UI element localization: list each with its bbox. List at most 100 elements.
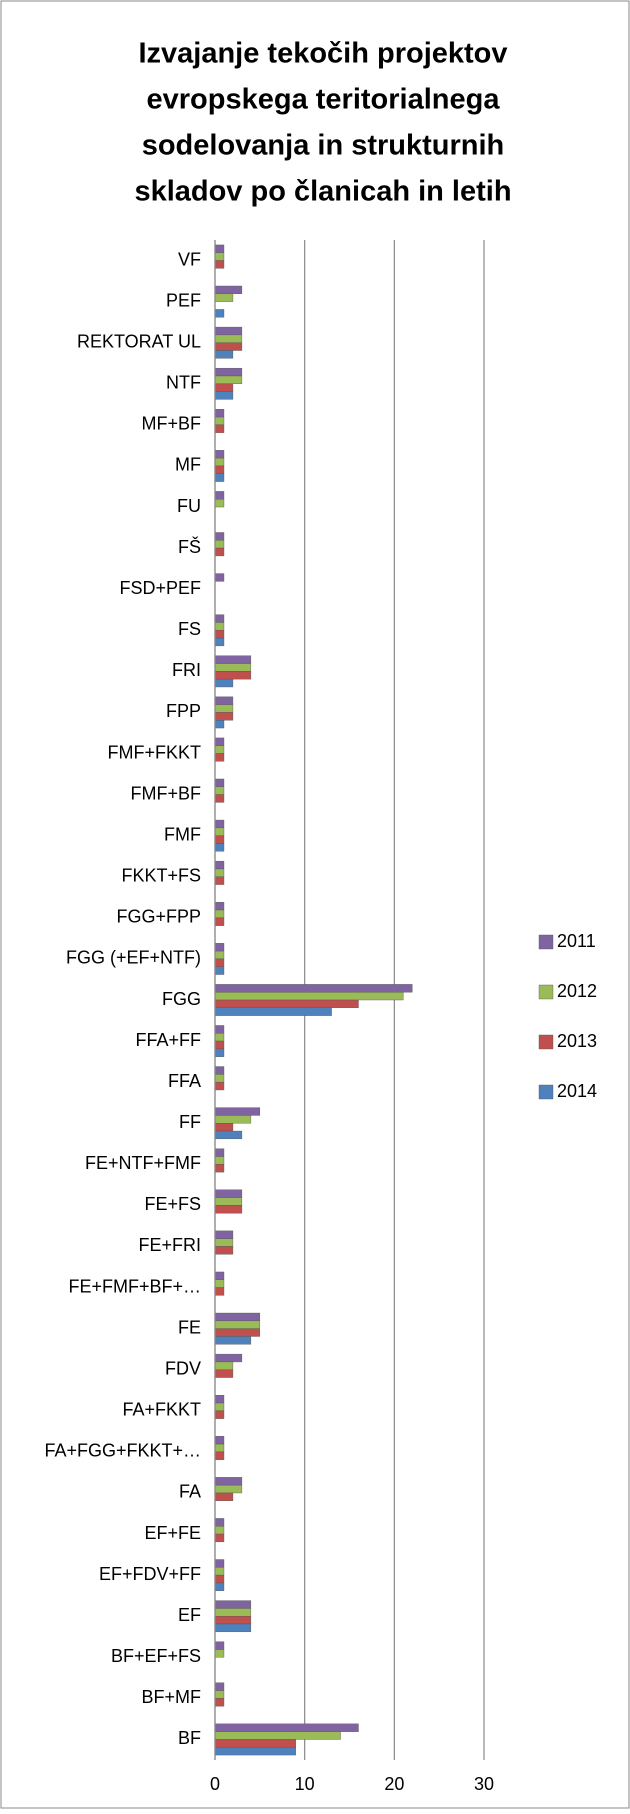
- bar: [214, 1533, 225, 1543]
- bar: [214, 1492, 234, 1501]
- bar: [214, 342, 243, 351]
- bar: [214, 1723, 359, 1732]
- chart-title: evropskega teritorialnega: [147, 84, 501, 116]
- bar: [214, 1353, 243, 1363]
- legend-swatch: [538, 934, 554, 950]
- bar: [214, 1518, 225, 1527]
- bar: [214, 712, 234, 721]
- chart-title: skladov po članicah in letih: [134, 176, 511, 208]
- legend-label: 2012: [557, 981, 597, 1001]
- bar: [214, 678, 234, 688]
- bar: [214, 1033, 225, 1042]
- bar: [214, 1230, 234, 1239]
- bar: [214, 1312, 261, 1322]
- bar: [214, 909, 225, 919]
- y-tick-label: FE+FRI: [138, 1235, 201, 1255]
- y-tick-label: FKKT+FS: [121, 866, 201, 886]
- bar: [214, 293, 234, 302]
- bar: [214, 532, 225, 541]
- bar: [214, 244, 225, 253]
- bar: [214, 1641, 225, 1650]
- y-tick-label: FMF+BF: [131, 783, 202, 803]
- bar: [214, 1526, 225, 1535]
- y-tick-label: BF+MF: [141, 1687, 201, 1707]
- bar: [214, 1148, 225, 1157]
- y-tick-label: FE: [178, 1317, 201, 1337]
- bar: [214, 1608, 252, 1617]
- bar: [214, 1164, 225, 1173]
- y-tick-label: MF: [175, 455, 201, 475]
- bar: [214, 1107, 261, 1116]
- x-tick-label: 20: [384, 1774, 404, 1794]
- bar: [214, 1394, 225, 1404]
- bar: [214, 720, 225, 729]
- bar: [214, 1698, 225, 1707]
- y-tick-label: FE+NTF+FMF: [85, 1153, 201, 1173]
- chart-title: sodelovanja in strukturnih: [142, 130, 505, 162]
- bar: [214, 1369, 234, 1378]
- bar: [214, 1156, 225, 1165]
- bar: [214, 1484, 243, 1494]
- y-tick-label: FS: [178, 619, 201, 639]
- bar: [214, 391, 234, 400]
- bar: [214, 902, 225, 911]
- bar: [214, 819, 225, 829]
- bar: [214, 958, 225, 967]
- bar: [214, 917, 225, 926]
- bar: [214, 753, 225, 762]
- y-tick-label: FFA+FF: [135, 1030, 201, 1050]
- bar: [214, 1130, 243, 1140]
- y-tick-label: FE+FMF+BF+…: [68, 1276, 201, 1296]
- legend-label: 2013: [557, 1031, 597, 1051]
- x-tick-label: 10: [295, 1774, 315, 1794]
- y-tick-label: NTF: [166, 373, 201, 393]
- bar: [214, 450, 225, 459]
- bar: [214, 1477, 243, 1486]
- y-tick-label: REKTORAT UL: [77, 331, 201, 351]
- bar: [214, 1582, 225, 1591]
- bar: [214, 1436, 225, 1445]
- bar: [214, 966, 225, 975]
- bar: [214, 375, 243, 384]
- bar: [214, 1649, 225, 1658]
- bar: [214, 1271, 225, 1280]
- bar: [214, 786, 225, 795]
- bar: [214, 835, 225, 844]
- bar: [214, 1205, 243, 1214]
- bar: [214, 260, 225, 269]
- bar: [214, 1451, 225, 1460]
- bar: [214, 655, 252, 664]
- bar: [214, 547, 225, 557]
- bar: [214, 1682, 225, 1691]
- bar: [214, 1443, 225, 1453]
- y-tick-label: FGG: [162, 989, 201, 1009]
- bar: [214, 1320, 261, 1329]
- y-tick-label: EF: [178, 1605, 201, 1625]
- bar: [214, 614, 225, 623]
- bar: [214, 794, 225, 803]
- bar: [214, 663, 252, 672]
- legend-swatch: [538, 984, 554, 1000]
- y-tick-label: FA: [179, 1482, 201, 1502]
- bar: [214, 1246, 234, 1255]
- bar: [214, 1115, 252, 1124]
- bar: [214, 984, 413, 993]
- bar: [214, 950, 225, 960]
- x-tick-label: 0: [210, 1774, 220, 1794]
- bar: [214, 350, 234, 359]
- bar: [214, 943, 225, 952]
- bar: [214, 991, 404, 1001]
- y-tick-label: FF: [179, 1112, 201, 1132]
- y-tick-label: FA+FGG+FKKT+…: [44, 1441, 201, 1461]
- bar: [214, 696, 234, 705]
- bar: [214, 1040, 225, 1050]
- bar: [214, 1287, 225, 1296]
- bar: [214, 285, 243, 295]
- y-tick-label: FGG+FPP: [116, 907, 201, 927]
- y-tick-label: BF: [178, 1728, 201, 1748]
- bar: [214, 1402, 225, 1412]
- y-tick-label: FGG (+EF+NTF): [66, 948, 201, 968]
- bar: [214, 737, 225, 746]
- y-tick-label: FDV: [165, 1358, 201, 1378]
